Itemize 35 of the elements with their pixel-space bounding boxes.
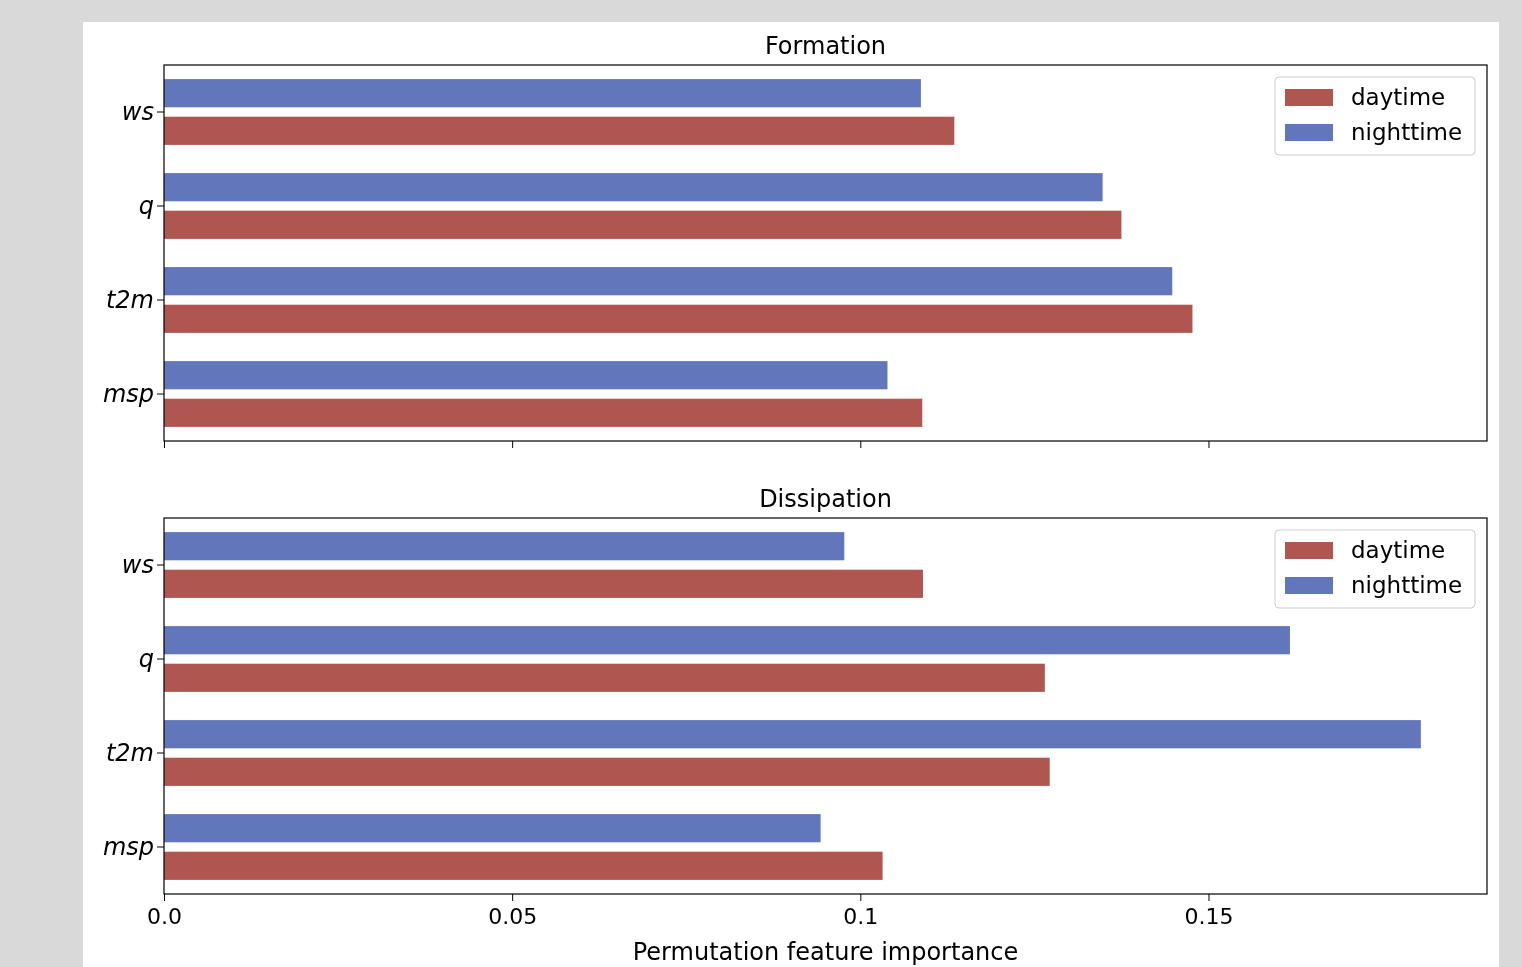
x-tick-label: 0.05 xyxy=(488,903,538,929)
y-tick-label: t2m xyxy=(105,285,154,314)
bar xyxy=(164,304,1193,333)
bar xyxy=(164,361,888,390)
y-tick-label: q xyxy=(138,191,154,220)
chart-title: Formation xyxy=(764,32,887,60)
bar xyxy=(164,532,845,561)
bar xyxy=(164,569,923,598)
bar xyxy=(164,173,1103,202)
bar xyxy=(164,720,1421,749)
y-tick-label: ws xyxy=(121,550,154,579)
bar xyxy=(164,851,883,880)
bar xyxy=(164,757,1050,786)
bar xyxy=(164,79,921,108)
bar xyxy=(164,398,923,427)
y-tick-label: msp xyxy=(102,832,154,861)
x-tick-label: 0.0 xyxy=(147,903,182,929)
bar xyxy=(164,116,955,145)
bar xyxy=(164,814,821,843)
legend-label: nighttime xyxy=(1351,119,1463,145)
legend-label: daytime xyxy=(1351,537,1446,563)
legend-label: daytime xyxy=(1351,84,1446,110)
y-tick-label: ws xyxy=(121,97,154,126)
x-axis-title: Permutation feature importance xyxy=(632,938,1019,966)
y-tick-label: msp xyxy=(102,379,154,408)
bar xyxy=(164,663,1045,692)
bar xyxy=(164,210,1122,239)
x-tick-label: 0.15 xyxy=(1184,903,1234,929)
y-tick-label: t2m xyxy=(105,738,154,767)
bar xyxy=(164,626,1290,655)
x-tick-label: 0.1 xyxy=(843,903,879,929)
bar xyxy=(164,267,1173,296)
legend-label: nighttime xyxy=(1351,572,1463,598)
y-tick-label: q xyxy=(138,644,154,673)
chart-title: Dissipation xyxy=(759,485,892,513)
